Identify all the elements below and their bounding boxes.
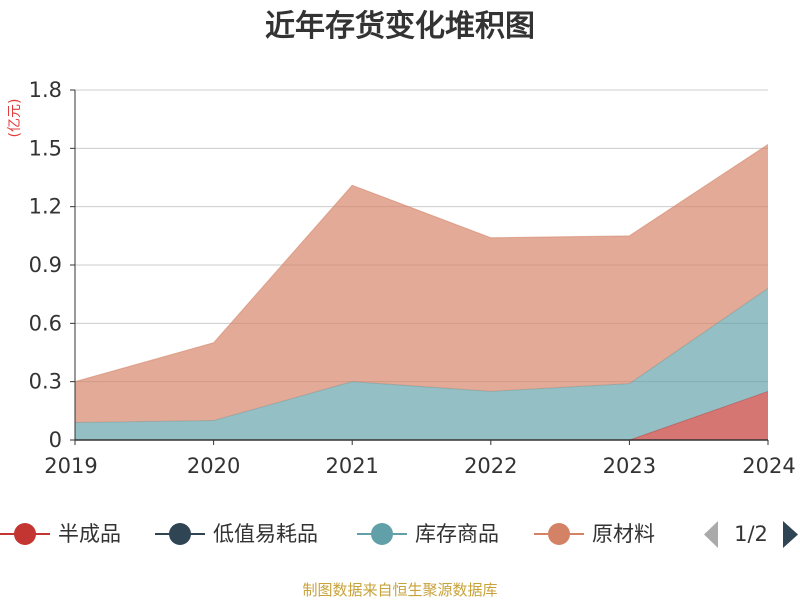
series-line-原材料 bbox=[74, 144, 769, 383]
legend-dot-icon bbox=[14, 523, 36, 545]
legend: 半成品 低值易耗品 库存商品 原材料 bbox=[0, 522, 655, 546]
x-tick-label: 2023 bbox=[603, 454, 656, 478]
legend-item[interactable]: 半成品 bbox=[0, 522, 121, 546]
legend-label: 半成品 bbox=[58, 522, 121, 546]
y-tick-label: 1.5 bbox=[29, 136, 62, 160]
legend-label: 库存商品 bbox=[415, 522, 499, 546]
legend-item[interactable]: 低值易耗品 bbox=[155, 522, 318, 546]
series-areas bbox=[74, 144, 769, 441]
triangle-right-icon[interactable] bbox=[783, 521, 798, 548]
x-tick-label: 2024 bbox=[742, 454, 795, 478]
legend-dot-icon bbox=[548, 523, 570, 545]
legend-label: 低值易耗品 bbox=[213, 522, 318, 546]
legend-dot-icon bbox=[169, 523, 191, 545]
y-tick-label: 0 bbox=[49, 428, 62, 452]
x-tick-labels: 2019 2020 2021 2022 2023 2024 bbox=[44, 440, 796, 478]
legend-label: 原材料 bbox=[592, 522, 655, 546]
y-tick-label: 0.9 bbox=[29, 253, 62, 277]
legend-dot-icon bbox=[371, 523, 393, 545]
y-tick-label: 1.2 bbox=[29, 195, 62, 219]
y-tick-label: 0.6 bbox=[29, 311, 62, 335]
x-tick-label: 2020 bbox=[187, 454, 240, 478]
x-tick-label: 2019 bbox=[44, 454, 97, 478]
y-tick-labels: 0 0.3 0.6 0.9 1.2 1.5 1.8 bbox=[29, 78, 75, 452]
area-半成品 bbox=[75, 391, 768, 440]
area-原材料 bbox=[75, 144, 768, 423]
area-库存商品 bbox=[75, 288, 768, 440]
x-tick-label: 2022 bbox=[464, 454, 517, 478]
x-tick-label: 2021 bbox=[325, 454, 378, 478]
legend-item[interactable]: 原材料 bbox=[534, 522, 655, 546]
legend-page-indicator: 1/2 bbox=[734, 522, 768, 546]
legend-item[interactable]: 库存商品 bbox=[357, 522, 499, 546]
y-tick-label: 1.8 bbox=[29, 78, 62, 102]
y-axis-unit: (亿元) bbox=[7, 99, 23, 138]
triangle-left-icon[interactable] bbox=[704, 521, 718, 548]
y-tick-label: 0.3 bbox=[29, 370, 62, 394]
chart-title: 近年存货变化堆积图 bbox=[265, 9, 535, 44]
data-source-note: 制图数据来自恒生聚源数据库 bbox=[302, 581, 497, 599]
legend-pager: 1/2 bbox=[704, 521, 798, 548]
